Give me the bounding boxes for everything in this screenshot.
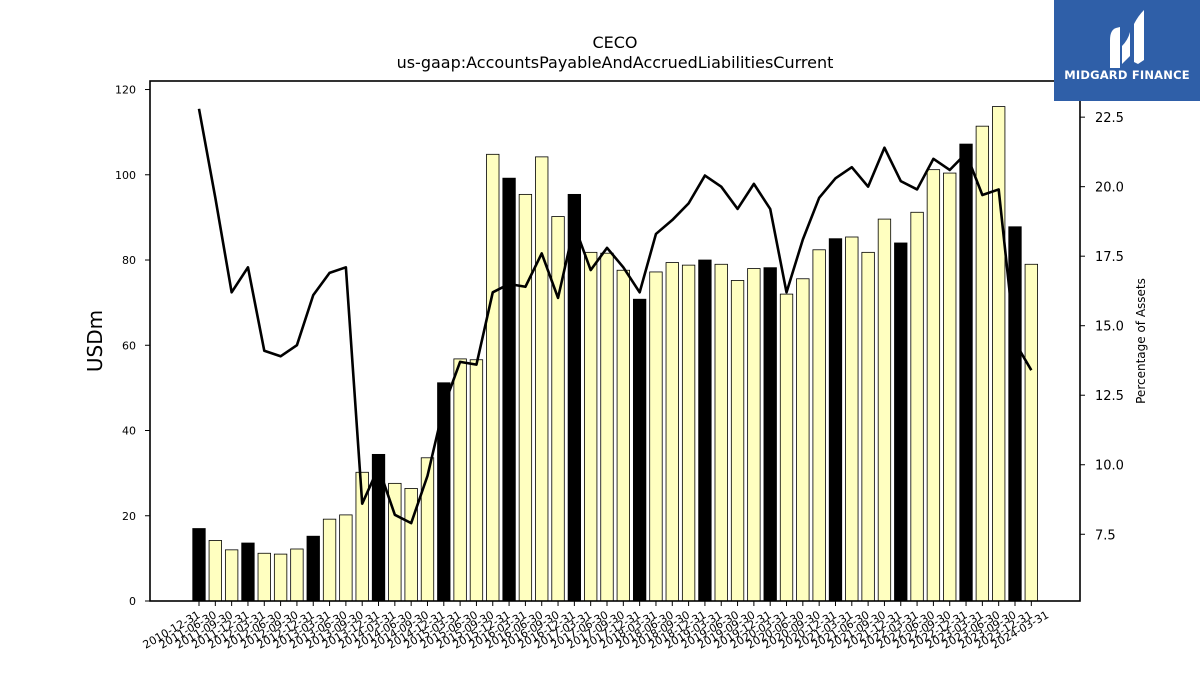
bar [632, 298, 647, 602]
y-axis-label: USDm [83, 310, 107, 372]
bar [796, 278, 810, 602]
bar [747, 268, 761, 602]
bar [535, 156, 549, 602]
bar [959, 143, 973, 602]
bar [910, 211, 924, 602]
chart-subtitle: us-gaap:AccountsPayableAndAccruedLiabili… [397, 53, 834, 72]
bar [828, 238, 843, 602]
y-tick-label: 120 [115, 84, 136, 97]
bar [208, 540, 222, 602]
y2-tick-label: 17.5 [1095, 250, 1124, 265]
bar [992, 106, 1006, 602]
y-tick-label: 20 [122, 510, 136, 523]
bar [273, 553, 288, 602]
y-tick-label: 80 [122, 254, 136, 267]
bar [763, 267, 777, 602]
bar [665, 262, 679, 602]
y-tick-label: 40 [122, 425, 136, 438]
bar [877, 218, 892, 602]
bar [241, 542, 255, 602]
bar [257, 552, 271, 602]
bar [616, 269, 630, 602]
bar [453, 358, 467, 602]
bar [861, 251, 875, 602]
logo-mark-icon [1110, 10, 1144, 68]
bar [894, 242, 908, 602]
bar [339, 514, 353, 602]
bar [437, 382, 451, 602]
bar [290, 548, 304, 602]
bar [518, 193, 533, 602]
bar [779, 293, 794, 602]
y2-tick-label: 22.5 [1095, 111, 1124, 126]
y2-tick-label: 20.0 [1095, 181, 1124, 196]
bar [567, 193, 582, 602]
y2-tick-label: 15.0 [1095, 320, 1124, 335]
y2-tick-label: 12.5 [1095, 389, 1124, 404]
y-axis-left: 0 20 40 60 80 100 120 [115, 84, 150, 608]
bar [1024, 263, 1038, 602]
y-tick-label: 60 [122, 339, 136, 352]
y-tick-label: 100 [115, 169, 136, 182]
plot-frame [149, 80, 1081, 602]
bar [926, 169, 941, 602]
bar [681, 264, 696, 602]
bar [584, 251, 598, 602]
bar [469, 359, 484, 602]
y2-axis-label: Percentage of Assets [1134, 278, 1148, 404]
bar-group [192, 106, 1038, 602]
line-group [197, 108, 1033, 525]
bar [224, 549, 239, 602]
bar [322, 518, 337, 602]
bar [975, 125, 990, 602]
y2-tick-label: 7.5 [1095, 528, 1116, 543]
x-axis: 2010-12-312011-06-302011-09-302011-12-31… [141, 601, 1051, 652]
bar [404, 488, 418, 602]
bar [812, 249, 826, 602]
bar [714, 263, 728, 602]
bar [698, 259, 712, 602]
bar [845, 236, 859, 602]
bar [1008, 226, 1022, 602]
brand-logo: MIDGARD FINANCE [1054, 0, 1200, 101]
bar [649, 271, 663, 602]
y2-tick-label: 10.0 [1095, 459, 1124, 474]
bar [943, 172, 957, 602]
y-axis-right: 7.5 10.0 12.5 15.0 17.5 20.0 22.5 [1080, 111, 1124, 543]
series-line [197, 108, 1033, 525]
bar [192, 528, 206, 602]
bar [600, 252, 614, 602]
chart-title: CECO [592, 33, 637, 52]
brand-name: MIDGARD FINANCE [1064, 68, 1190, 82]
bar [730, 280, 745, 602]
bar [502, 177, 516, 602]
bar [306, 535, 320, 602]
y-tick-label: 0 [129, 595, 136, 608]
bar [486, 153, 500, 602]
